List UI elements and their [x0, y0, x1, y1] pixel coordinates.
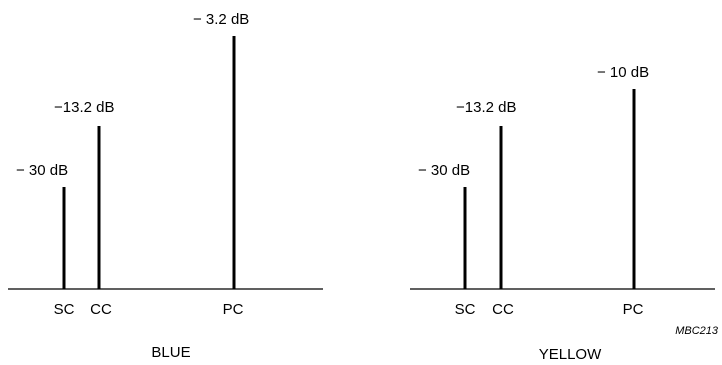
caption-blue: BLUE: [151, 344, 190, 361]
level-label-blue-cc: −13.2 dB: [54, 99, 114, 116]
level-label-yellow-pc: − 10 dB: [597, 64, 649, 81]
level-label-blue-pc: − 3.2 dB: [193, 11, 249, 28]
caption-yellow: YELLOW: [539, 346, 602, 363]
level-label-blue-sc: − 30 dB: [16, 162, 68, 179]
axis-label-blue-cc: CC: [90, 301, 112, 318]
panel-blue: − 30 dB −13.2 dB − 3.2 dB SC CC PC BLUE: [8, 11, 323, 361]
axis-label-blue-sc: SC: [54, 301, 75, 318]
axis-label-yellow-cc: CC: [492, 301, 514, 318]
figure-code: MBC213: [675, 325, 719, 337]
axis-label-yellow-pc: PC: [623, 301, 644, 318]
level-label-yellow-cc: −13.2 dB: [456, 99, 516, 116]
axis-label-blue-pc: PC: [223, 301, 244, 318]
axis-label-yellow-sc: SC: [455, 301, 476, 318]
level-label-yellow-sc: − 30 dB: [418, 162, 470, 179]
panel-yellow: − 30 dB −13.2 dB − 10 dB SC CC PC YELLOW: [410, 64, 715, 363]
